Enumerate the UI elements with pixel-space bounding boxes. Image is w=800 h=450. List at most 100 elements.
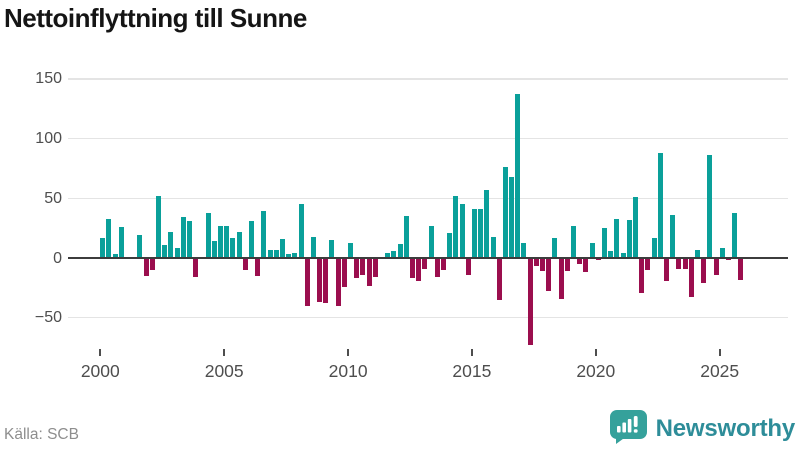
bar [410, 258, 415, 279]
bar [385, 253, 391, 258]
bar [255, 258, 261, 276]
x-axis-tick-label: 2020 [576, 361, 616, 381]
bar [527, 258, 533, 346]
bar [707, 155, 713, 258]
bar [713, 258, 719, 275]
bar [112, 254, 118, 258]
bar [267, 249, 273, 258]
y-gridline [68, 137, 788, 140]
bar [100, 237, 106, 258]
bar [162, 244, 168, 258]
bar [533, 258, 539, 267]
y-axis-tick-label: 0 [53, 249, 62, 267]
bar [298, 204, 304, 258]
bar [286, 254, 292, 258]
bar [261, 211, 267, 258]
bar [484, 189, 490, 258]
bar [341, 258, 347, 287]
bar [558, 258, 564, 299]
bar [416, 258, 422, 281]
bar [515, 94, 521, 258]
bar [571, 225, 577, 258]
bar [657, 152, 663, 258]
x-axis-tick-label: 2015 [452, 361, 492, 381]
bar [732, 212, 738, 258]
bar [459, 204, 465, 258]
newsworthy-logo[interactable]: Newsworthy [609, 409, 796, 447]
bar [180, 217, 186, 258]
x-axis-tick [718, 349, 721, 356]
bar [509, 176, 515, 258]
bar [496, 258, 502, 300]
bar [502, 167, 508, 258]
bar [701, 258, 707, 284]
bar [447, 232, 453, 258]
x-axis-tick-label: 2010 [328, 361, 368, 381]
y-gridline [68, 78, 788, 80]
source-note: Källa: SCB [4, 426, 79, 443]
bar [323, 258, 329, 304]
bar [422, 258, 428, 269]
y-axis-tick-label: 100 [35, 130, 62, 148]
bar [292, 253, 298, 258]
bar [694, 249, 700, 258]
bar [620, 253, 626, 258]
bar [676, 258, 682, 269]
bar [366, 258, 372, 286]
bar [552, 237, 558, 258]
bar [434, 258, 440, 278]
zero-axis-line [68, 256, 788, 260]
bar [583, 258, 589, 273]
newsworthy-wordmark: Newsworthy [655, 415, 796, 442]
bar [354, 258, 360, 279]
bar [224, 225, 230, 258]
x-axis-tick-label: 2025 [700, 361, 740, 381]
bar [639, 258, 645, 293]
bar [540, 258, 546, 272]
bar [106, 218, 112, 258]
x-axis-tick [594, 349, 597, 356]
bar [490, 236, 496, 258]
bar [403, 216, 409, 258]
bar [589, 242, 595, 258]
bar [626, 219, 632, 258]
bar [317, 258, 323, 303]
bar [211, 241, 217, 258]
bar [440, 258, 446, 270]
bar [360, 258, 366, 275]
bar [329, 240, 335, 258]
bar [205, 212, 211, 258]
bar [174, 248, 180, 258]
bar [156, 195, 162, 258]
bar [614, 218, 620, 258]
y-axis-tick-label: −50 [34, 309, 62, 327]
bar [663, 258, 669, 281]
x-axis-tick-label: 2000 [80, 361, 120, 381]
bar [602, 228, 607, 258]
bar [453, 195, 459, 258]
bar [143, 258, 149, 276]
bar [391, 250, 397, 258]
bar [478, 209, 484, 258]
bar [168, 231, 174, 258]
bar [465, 258, 471, 275]
bar [217, 225, 223, 258]
bar [193, 258, 199, 278]
x-axis-tick-label: 2005 [204, 361, 244, 381]
x-axis-tick [470, 349, 473, 356]
y-gridline [68, 316, 788, 319]
bar [670, 215, 676, 258]
bar [397, 243, 403, 258]
x-axis-tick [347, 349, 350, 356]
bar [335, 258, 341, 306]
bar [564, 258, 570, 272]
bar [651, 237, 657, 258]
bar [310, 236, 316, 258]
bar [688, 258, 694, 298]
y-axis-tick-label: 50 [44, 189, 62, 207]
bar [137, 235, 143, 258]
bar [348, 242, 354, 258]
y-axis-tick-label: 150 [35, 70, 62, 88]
bar [304, 258, 310, 306]
